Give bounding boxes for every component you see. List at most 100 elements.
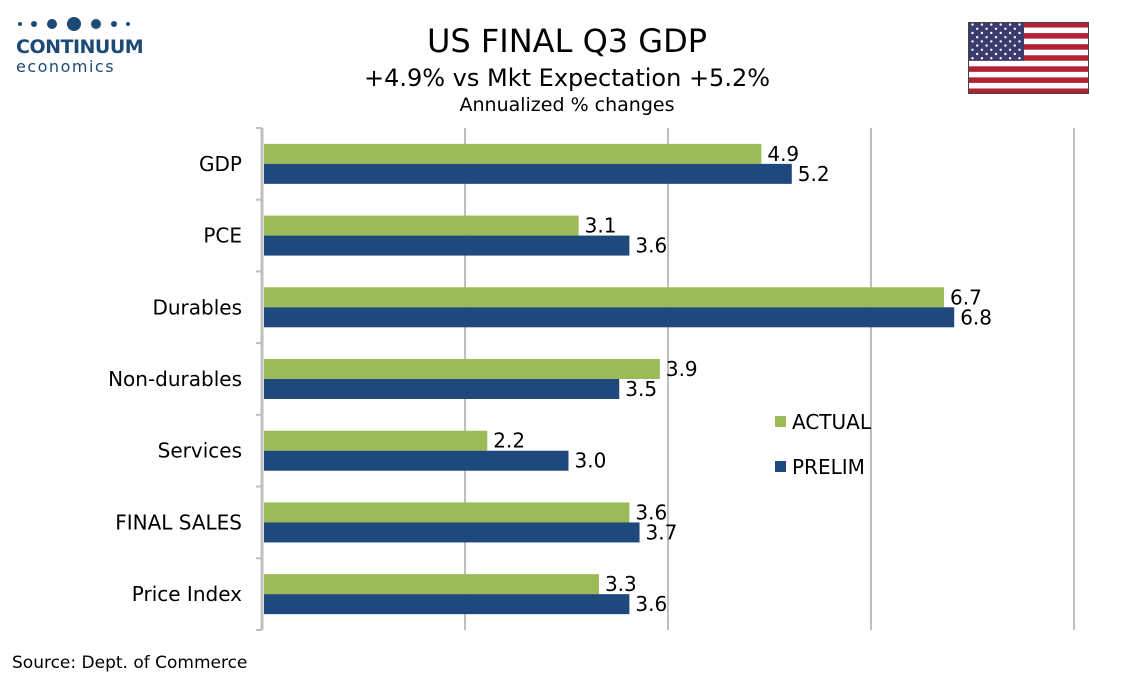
flag-star [990, 23, 993, 26]
data-label: 3.6 [635, 500, 667, 524]
flag-stripe [968, 66, 1089, 72]
flag-star [999, 48, 1002, 51]
flag-star [971, 57, 974, 60]
flag-stripe [968, 44, 1089, 50]
flag-star [1018, 57, 1021, 60]
flag-stripe [968, 55, 1089, 61]
flag-star [976, 52, 979, 56]
flag-star [1018, 31, 1021, 35]
category-label: Non-durables [108, 367, 242, 391]
bar-prelim [264, 235, 630, 256]
flag-star [1018, 23, 1021, 26]
flag-star [999, 23, 1002, 26]
flag-star [971, 31, 974, 35]
category-label: Services [158, 439, 242, 463]
flag-star [1008, 57, 1012, 60]
chart-subtitle-units: Annualized % changes [459, 94, 675, 116]
data-label: 3.6 [635, 234, 667, 258]
bar-prelim [264, 307, 955, 328]
flag-star [985, 36, 988, 39]
data-label: 4.9 [767, 142, 799, 166]
flag-star [994, 44, 998, 47]
flag-star [980, 40, 984, 43]
flag-star [985, 52, 988, 56]
continuum-logo: CONTINUUM economics [14, 14, 144, 76]
flag-star [1013, 27, 1016, 30]
legend-label: ACTUAL [792, 410, 872, 434]
bar-prelim [264, 522, 640, 543]
bar-prelim [264, 450, 569, 471]
flag-star [1004, 44, 1007, 47]
data-label: 3.6 [635, 592, 667, 616]
us-flag-icon [968, 22, 1089, 94]
category-label: FINAL SALES [115, 510, 242, 534]
bar-actual [264, 359, 660, 379]
bar-actual [264, 215, 579, 236]
flag-star [971, 23, 974, 26]
flag-star [985, 44, 988, 47]
flag-star [990, 40, 993, 43]
data-label: 3.5 [625, 377, 657, 401]
flag-star [990, 31, 993, 35]
flag-star [1018, 48, 1021, 51]
flag-star [971, 40, 974, 43]
logo-brand-name: CONTINUUM [16, 36, 144, 58]
legend-swatch [775, 416, 786, 427]
flag-star [1008, 48, 1012, 51]
data-label: 2.2 [493, 429, 525, 453]
category-label: Price Index [132, 582, 242, 606]
flag-star [999, 40, 1002, 43]
chart-title: US FINAL Q3 GDP [426, 22, 708, 60]
logo-dots-icon [18, 17, 130, 31]
data-label: 5.2 [798, 162, 830, 186]
bar-prelim [264, 379, 620, 399]
flag-stripe [968, 88, 1089, 94]
flag-star [976, 27, 979, 30]
data-label: 3.3 [605, 572, 637, 596]
flag-star [994, 52, 998, 56]
bar-prelim [264, 163, 792, 184]
data-label: 3.7 [646, 520, 678, 544]
flag-star [1008, 40, 1012, 43]
category-label: Durables [152, 295, 242, 319]
bar-actual [264, 574, 599, 595]
category-label: GDP [199, 152, 242, 176]
flag-star [990, 48, 993, 51]
flag-star [980, 23, 984, 26]
flag-star [1013, 44, 1016, 47]
flag-star [980, 31, 984, 35]
flag-star [976, 44, 979, 47]
data-label: 3.1 [585, 214, 617, 238]
data-label: 6.7 [950, 285, 982, 309]
flag-star [999, 57, 1002, 60]
flag-border [968, 22, 1089, 94]
flag-star [999, 31, 1002, 35]
flag-star [1004, 52, 1007, 56]
flag-star [990, 57, 993, 60]
flag-star [994, 27, 998, 30]
category-label: PCE [203, 224, 242, 248]
flag-stripe [968, 22, 1089, 28]
flag-star [1018, 40, 1021, 43]
flag-star [1004, 36, 1007, 39]
flag-stripe [968, 33, 1089, 39]
data-label: 3.0 [575, 449, 607, 473]
data-label: 3.9 [666, 357, 698, 381]
flag-star [1004, 27, 1007, 30]
legend-swatch [775, 461, 786, 472]
bar-actual [264, 430, 488, 451]
bar-actual [264, 287, 945, 308]
bar-actual [264, 143, 762, 164]
flag-star [1013, 52, 1016, 56]
bar-actual [264, 502, 630, 523]
flag-star [1008, 23, 1012, 26]
source-note: Source: Dept. of Commerce [12, 653, 248, 673]
flag-star [971, 48, 974, 51]
flag-star [976, 36, 979, 39]
chart-subtitle: +4.9% vs Mkt Expectation +5.2% [363, 64, 771, 92]
logo-brand-sub: economics [16, 57, 116, 76]
flag-stripe [968, 77, 1089, 83]
flag-star [980, 57, 984, 60]
legend-label: PRELIM [792, 455, 865, 479]
